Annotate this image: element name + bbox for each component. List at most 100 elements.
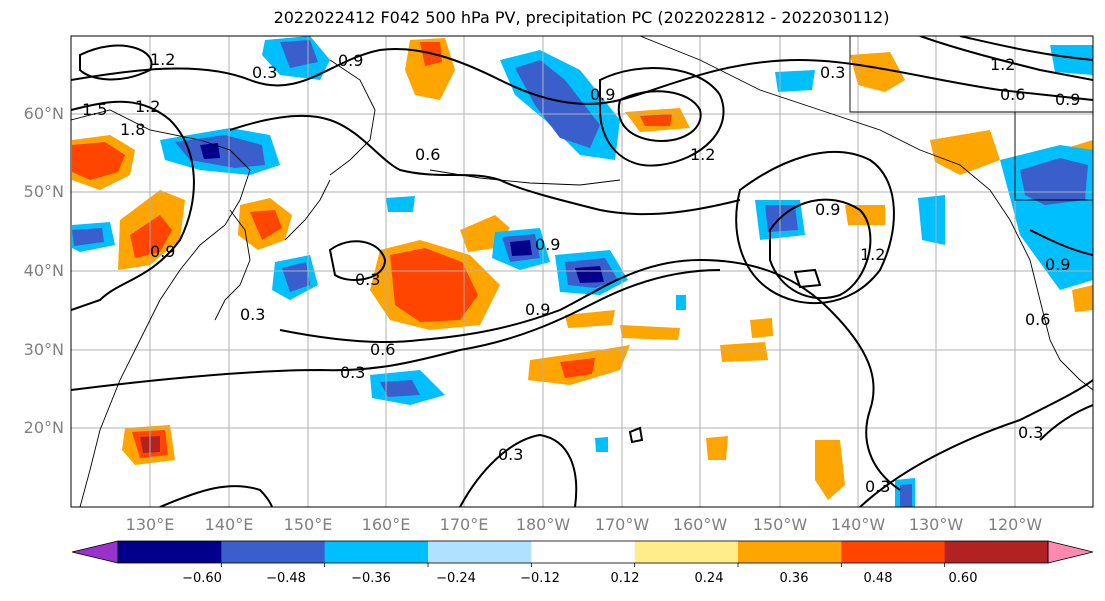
figure-title: 2022022412 F042 500 hPa PV, precipitatio… — [273, 8, 890, 27]
precip-blob — [815, 440, 845, 500]
pv-contour — [599, 67, 725, 167]
colorbar-tick-label: −0.60 — [182, 571, 222, 586]
colorbar-tick-label: 0.36 — [779, 571, 809, 586]
lon-label: 140°E — [204, 515, 254, 534]
contour-label: 0.3 — [498, 445, 523, 464]
coastlines — [71, 36, 1093, 507]
contour-label: 0.3 — [240, 305, 265, 324]
colorbar-tick-label: 0.12 — [610, 571, 640, 586]
contour-label: 1.5 — [82, 100, 107, 119]
contour-label: 1.2 — [135, 97, 160, 116]
precip-blob — [706, 436, 728, 460]
lat-label: 40°N — [23, 261, 64, 280]
colorbar-tick-label: −0.12 — [520, 571, 560, 586]
pv-contour — [628, 426, 644, 444]
precip-blob — [775, 70, 815, 92]
precip-blob — [405, 38, 455, 100]
contour-label: 1.2 — [690, 145, 715, 164]
colorbar-segment — [324, 541, 429, 563]
lon-label: 160°E — [361, 515, 411, 534]
contour-label: 0.9 — [1045, 255, 1070, 274]
contour-label: 0.9 — [150, 242, 175, 261]
coastline-kamchatka — [329, 59, 376, 176]
coastline-canada — [1014, 112, 1093, 201]
coastline-alaska — [639, 36, 1093, 391]
lon-label: 140°W — [830, 515, 886, 534]
lon-label: 150°W — [752, 515, 808, 534]
coastline-america-interior — [849, 36, 1093, 113]
precip-blob — [1072, 285, 1093, 312]
colorbar-tick-label: −0.24 — [436, 571, 476, 586]
lon-label: 150°E — [283, 515, 333, 534]
precip-blob — [380, 380, 420, 397]
lon-label: 180°W — [515, 515, 571, 534]
contour-label: 0.3 — [340, 363, 365, 382]
lon-label: 120°W — [987, 515, 1043, 534]
precip-blob — [390, 248, 478, 322]
contour-label: 0.6 — [415, 145, 440, 164]
pv-contour — [459, 433, 578, 507]
colorbar-tick-label: −0.48 — [266, 571, 306, 586]
coastline-aleutians — [429, 169, 621, 186]
lat-label: 50°N — [23, 182, 64, 201]
colorbar-tick-label: −0.36 — [351, 571, 391, 586]
precip-blob — [72, 228, 104, 246]
contour-labels: 0.3 0.9 1.2 1.5 1.8 1.2 0.6 0.3 0.3 0.6 … — [82, 50, 1080, 496]
colorbar-segment — [738, 541, 842, 563]
coastline-japan — [214, 209, 251, 321]
precip-blob — [515, 60, 600, 148]
plot-frame — [70, 35, 1094, 508]
contour-label: 0.6 — [370, 340, 395, 359]
pv-contour — [71, 100, 195, 311]
contour-label: 1.8 — [120, 120, 145, 139]
colorbar-extend-high — [1047, 540, 1094, 564]
precip-blob — [565, 310, 615, 328]
lat-label: 20°N — [23, 418, 64, 437]
colorbar-frame — [117, 540, 1049, 564]
precip-blob — [1050, 45, 1093, 75]
colorbar-tick-label: 0.48 — [863, 571, 893, 586]
lon-label: 160°W — [672, 515, 728, 534]
precip-blob — [282, 262, 310, 292]
contour-label: 1.2 — [990, 55, 1015, 74]
precip-blob — [250, 210, 282, 240]
precip-blob — [930, 130, 1000, 175]
colorbar-extend-low — [71, 540, 119, 564]
pv-contour — [71, 269, 721, 391]
precip-blob — [720, 342, 768, 362]
contour-label: 0.9 — [535, 235, 560, 254]
contour-label: 1.2 — [150, 50, 175, 69]
precip-blob — [560, 358, 595, 378]
precip-blob — [595, 437, 608, 452]
precip-blob — [850, 52, 905, 92]
precip-blob — [1020, 158, 1088, 205]
coastline-asia — [71, 109, 251, 507]
lat-label: 30°N — [23, 340, 64, 359]
contour-label: 0.6 — [1025, 310, 1050, 329]
lon-label: 130°E — [125, 515, 175, 534]
pv-contour — [959, 36, 1093, 61]
contour-label: 1.2 — [860, 245, 885, 264]
precip-blob — [200, 143, 220, 159]
precip-blob — [620, 325, 680, 340]
lon-label: 130°W — [908, 515, 964, 534]
colorbar-segment — [221, 541, 326, 563]
contour-label: 0.3 — [865, 477, 890, 496]
colorbar-segment — [944, 541, 1049, 563]
contour-label: 0.9 — [1055, 90, 1080, 109]
contour-label: 0.9 — [815, 200, 840, 219]
coastline-kuril — [284, 179, 331, 241]
colorbar-segment — [531, 541, 636, 563]
contour-label: 0.3 — [355, 270, 380, 289]
pv-contour — [859, 379, 1093, 507]
contour-label: 0.3 — [1018, 423, 1043, 442]
colorbar-segment — [841, 541, 946, 563]
colorbar-segment — [428, 541, 532, 563]
colorbar-segment — [634, 541, 739, 563]
pv-contour — [919, 36, 1093, 81]
precip-blob — [676, 295, 686, 310]
contour-label: 0.3 — [820, 63, 845, 82]
contour-label: 0.9 — [338, 51, 363, 70]
